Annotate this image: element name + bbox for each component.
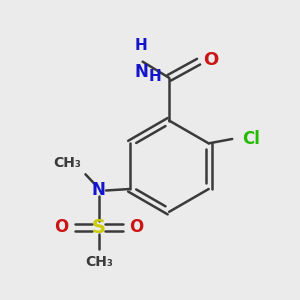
Text: S: S	[92, 218, 106, 237]
Text: O: O	[129, 218, 143, 236]
Text: CH₃: CH₃	[85, 255, 112, 269]
Text: O: O	[54, 218, 69, 236]
Text: H: H	[148, 69, 161, 84]
Text: N: N	[92, 182, 106, 200]
Text: N: N	[134, 63, 148, 81]
Text: CH₃: CH₃	[53, 156, 81, 170]
Text: Cl: Cl	[242, 130, 260, 148]
Text: H: H	[135, 38, 148, 53]
Text: O: O	[203, 51, 218, 69]
